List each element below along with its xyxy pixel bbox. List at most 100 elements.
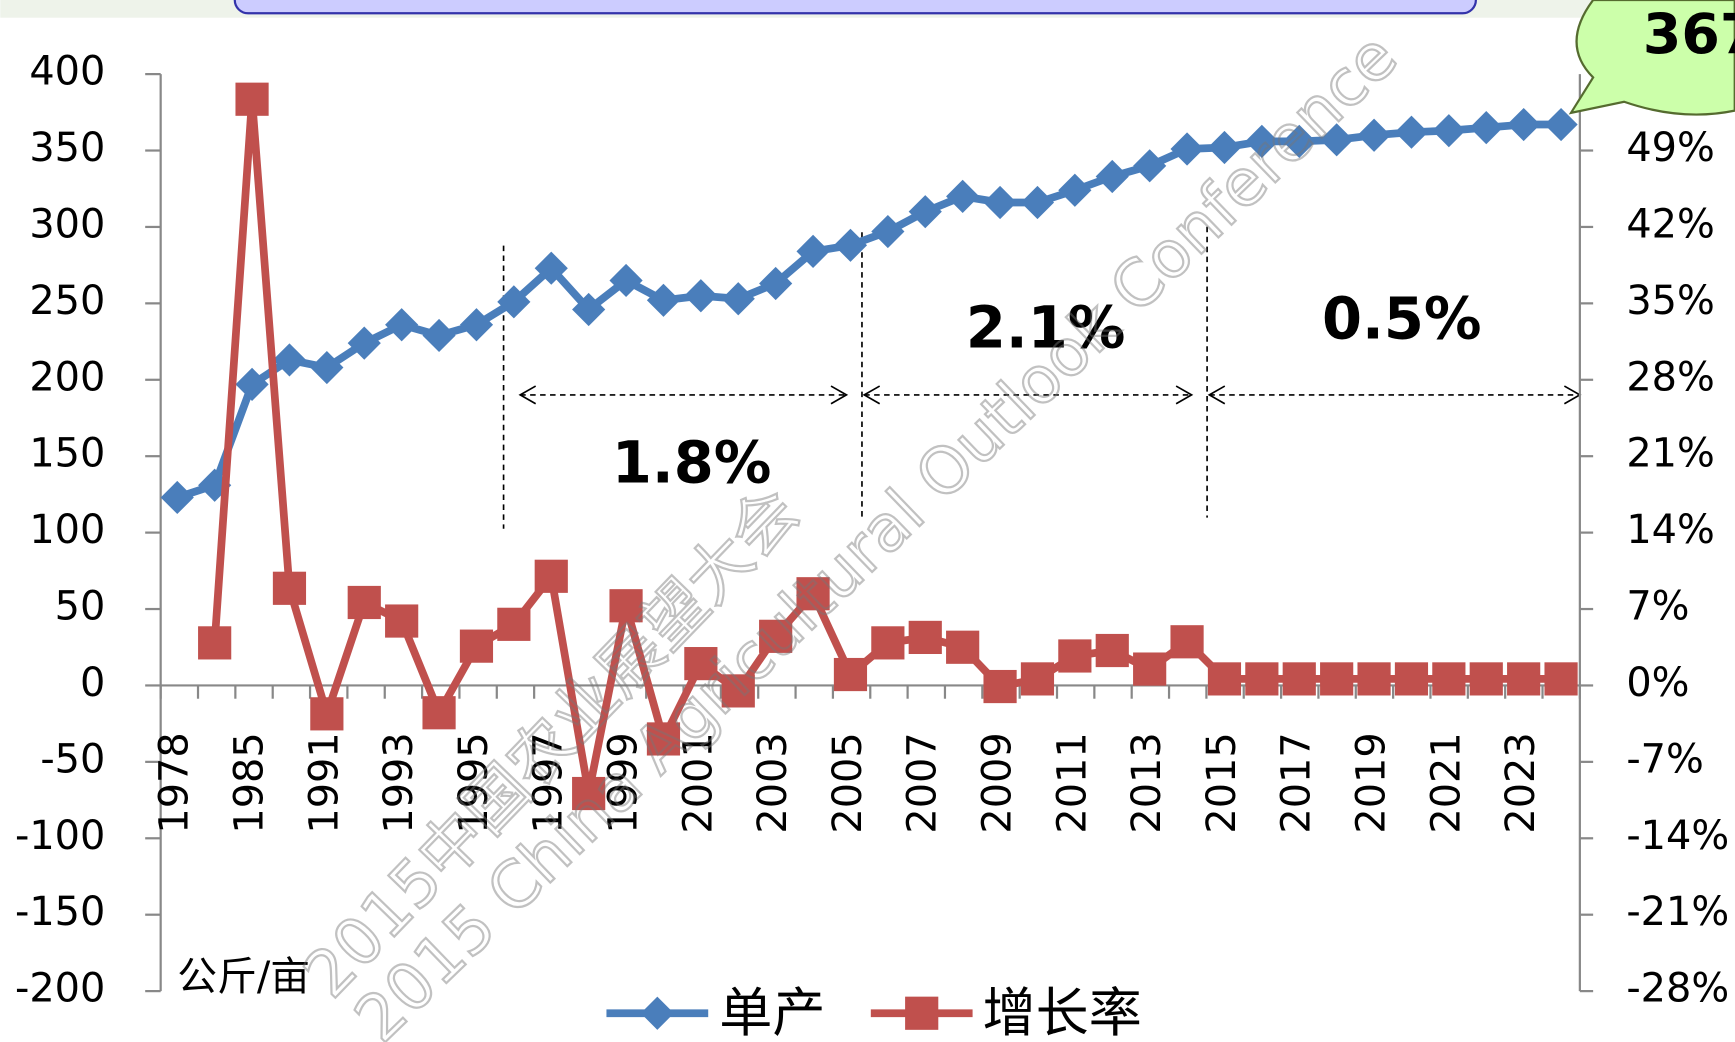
watermark-text: 2015 China Agricultural Outlook Conferen… xyxy=(341,19,1412,1042)
annotation: 1.8% xyxy=(612,429,772,496)
point xyxy=(1544,662,1578,696)
plot: -200 -150 -100 -50 0 50 100 150 200 250 300 350 400 -… xyxy=(15,49,1729,1012)
point xyxy=(1170,625,1204,659)
y2-tick-label: 21% xyxy=(1626,431,1715,477)
y2-tick-label: 49% xyxy=(1626,125,1715,171)
y-tick-label: -200 xyxy=(15,966,105,1012)
point xyxy=(833,657,868,692)
point xyxy=(908,620,942,655)
point xyxy=(983,185,1017,220)
point xyxy=(235,82,269,116)
point xyxy=(422,696,456,730)
point xyxy=(1133,652,1167,686)
point xyxy=(347,326,381,360)
point xyxy=(572,292,606,327)
point xyxy=(459,629,494,663)
point xyxy=(497,607,531,641)
annotation: 0.5% xyxy=(1322,285,1482,352)
legend-label: 单产 xyxy=(719,982,825,1042)
y-unit-label: 公斤/亩 xyxy=(177,954,310,1000)
point xyxy=(646,283,681,317)
point xyxy=(1020,662,1055,696)
point xyxy=(759,266,793,301)
x-tick-label: 1985 xyxy=(227,732,273,833)
point xyxy=(1507,662,1541,696)
y2-tick-label: 28% xyxy=(1626,354,1715,400)
point xyxy=(946,179,980,213)
point xyxy=(272,571,307,605)
x-tick-label: 2003 xyxy=(750,732,796,833)
y2-tick-label: 0% xyxy=(1626,660,1689,706)
x-tick-label: 2005 xyxy=(825,732,871,833)
x-tick-label: 2019 xyxy=(1349,732,1395,833)
point xyxy=(1432,114,1466,148)
y-tick-label: 200 xyxy=(29,354,105,400)
title-box xyxy=(233,0,1477,15)
point xyxy=(1320,123,1354,157)
point xyxy=(1095,633,1129,668)
point xyxy=(1357,118,1391,152)
point xyxy=(871,214,905,249)
watermark-text: 2015中国农业展望大会 xyxy=(290,474,814,1013)
point xyxy=(796,577,830,611)
point xyxy=(1207,662,1242,696)
y2-tick-label: 7% xyxy=(1626,584,1689,630)
point xyxy=(572,776,606,811)
point xyxy=(1058,173,1092,207)
point xyxy=(1320,662,1354,696)
x-tick-label: 2001 xyxy=(675,732,721,833)
x-tick-label: 1997 xyxy=(526,732,572,833)
x-tick-label: 2023 xyxy=(1498,732,1544,833)
point xyxy=(1207,130,1242,165)
y-tick-label: 350 xyxy=(29,125,105,171)
x-tick-label: 2021 xyxy=(1423,732,1469,833)
y2-tick-label: -14% xyxy=(1626,813,1729,859)
x-tick-label: 2015 xyxy=(1199,732,1245,833)
x-tick-label: 2013 xyxy=(1124,732,1170,833)
point xyxy=(908,195,942,229)
point xyxy=(385,308,419,342)
point xyxy=(1507,107,1541,142)
point xyxy=(833,228,868,262)
point xyxy=(609,589,643,623)
y-tick-label: 0 xyxy=(80,660,105,706)
callout-text: 367 xyxy=(1643,3,1735,67)
point xyxy=(198,626,232,660)
y2-tick-label: 14% xyxy=(1626,507,1715,553)
point xyxy=(534,251,568,285)
point xyxy=(1245,662,1279,696)
x-tick-label: 2011 xyxy=(1049,732,1095,833)
point xyxy=(1394,115,1429,149)
point xyxy=(684,279,718,313)
point xyxy=(871,626,905,660)
x-tick-label: 2007 xyxy=(900,732,946,833)
legend-marker xyxy=(905,996,939,1030)
y2-tick-label: 42% xyxy=(1626,201,1715,247)
y-tick-label: 100 xyxy=(29,507,105,553)
y-tick-label: 50 xyxy=(55,584,106,630)
point xyxy=(1020,185,1055,220)
legend: 单产 增长率 xyxy=(606,982,1142,1042)
point xyxy=(385,604,419,638)
point xyxy=(347,585,381,620)
x-tick-label: 2009 xyxy=(975,732,1021,833)
x-tick-label: 1999 xyxy=(601,732,647,833)
legend-marker xyxy=(640,996,674,1030)
point xyxy=(759,619,793,653)
point xyxy=(721,674,755,708)
point xyxy=(1282,124,1316,158)
y-tick-label: -50 xyxy=(40,736,105,782)
y-tick-label: 400 xyxy=(29,49,105,95)
x-tick-label: 1991 xyxy=(301,732,347,833)
x-tick-label: 1978 xyxy=(152,732,198,833)
watermark: 2015中国农业展望大会 2015 China Agricultural Out… xyxy=(289,18,1413,1042)
point xyxy=(646,722,681,756)
point xyxy=(1432,662,1466,696)
point xyxy=(1357,662,1391,696)
y-tick-label: 150 xyxy=(29,431,105,477)
point xyxy=(422,318,456,353)
point xyxy=(160,480,194,515)
point xyxy=(534,559,568,593)
point xyxy=(1394,662,1429,696)
